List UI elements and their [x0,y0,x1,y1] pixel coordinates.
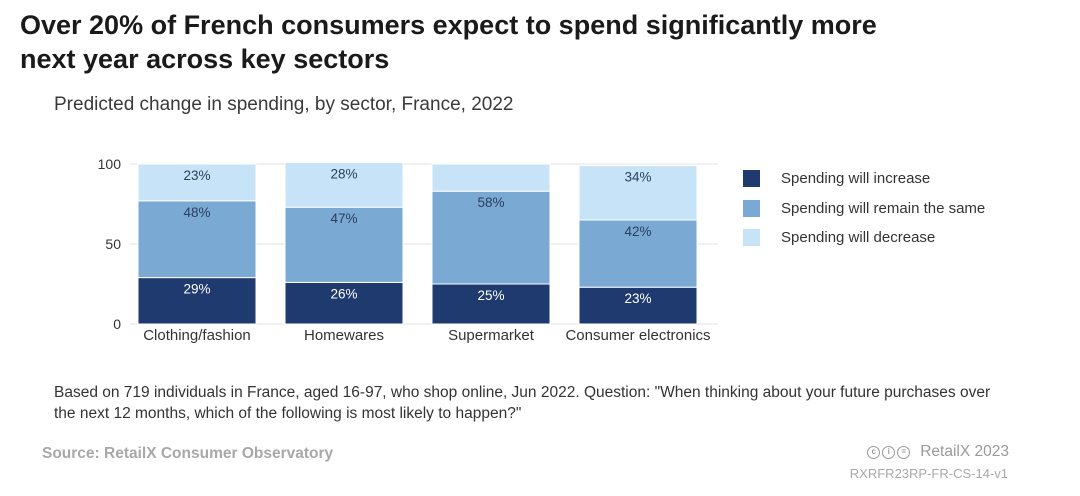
data-label: 28% [330,166,357,181]
bar-segment [431,163,551,192]
chart-legend: Spending will increase Spending will rem… [743,164,985,253]
data-label: 34% [624,170,651,185]
x-tick-label: Homewares [304,327,384,344]
data-label: 25% [477,288,504,303]
data-label: 23% [183,168,210,183]
bar-segment [578,286,698,325]
creative-commons-icon: c i = [867,445,912,459]
legend-item-same: Spending will remain the same [743,194,985,224]
bar-segment [137,200,257,279]
bar-segment [137,277,257,325]
data-label: 48% [183,205,210,220]
headline: Over 20% of French consumers expect to s… [20,10,877,74]
source-line: Source: RetailX Consumer Observatory [42,445,334,462]
bar-segment [284,161,404,208]
legend-item-decrease: Spending will decrease [743,223,985,253]
bar-segment [284,206,404,283]
bar-segment [431,190,551,285]
legend-swatch-increase [743,170,760,188]
bar-segment [578,219,698,288]
legend-label-decrease: Spending will decrease [781,229,936,247]
x-tick-label: Consumer electronics [565,327,710,344]
bar-segment [431,283,551,325]
report-code: RXRFR23RP-FR-CS-14-v1 [849,466,1008,481]
legend-item-increase: Spending will increase [743,164,985,194]
y-tick-label-50: 50 [105,236,121,252]
brand-label: RetailX 2023 [920,443,1009,460]
data-label: 42% [624,224,651,239]
brand-credit: c i = RetailX 2023 [867,443,1009,461]
data-label: 23% [624,291,651,306]
bar-segment [578,165,698,221]
data-label: 29% [183,282,210,297]
y-tick-label-0: 0 [113,316,121,332]
data-label: 58% [477,195,504,210]
methodology-note: Based on 719 individuals in France, aged… [54,384,991,422]
x-tick-label: Supermarket [448,327,535,344]
legend-label-increase: Spending will increase [781,170,931,188]
data-label: 47% [330,211,357,226]
legend-swatch-same [743,199,760,217]
data-label: 26% [330,286,357,301]
x-tick-label: Clothing/fashion [143,327,251,344]
chart-subtitle: Predicted change in spending, by sector,… [54,94,514,115]
bar-segment [137,163,257,202]
legend-swatch-decrease [743,229,760,247]
legend-label-same: Spending will remain the same [781,199,986,217]
y-tick-label-100: 100 [98,156,122,172]
